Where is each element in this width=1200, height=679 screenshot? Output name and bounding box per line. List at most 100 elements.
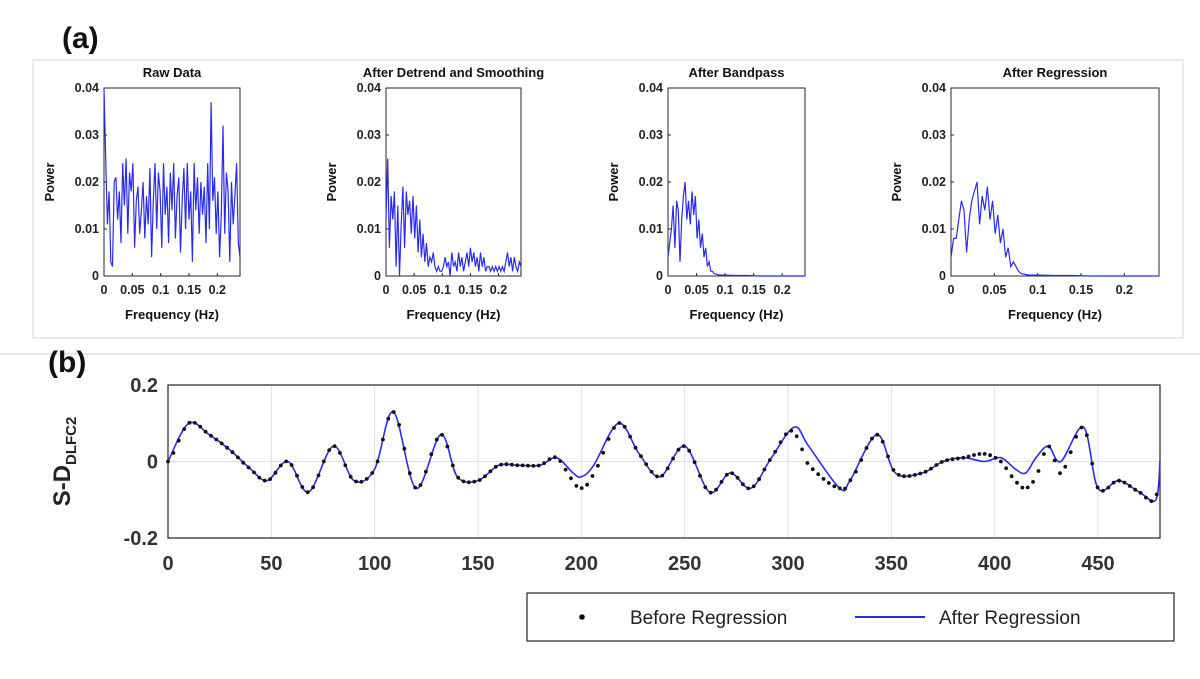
before-regression-point (950, 457, 955, 462)
before-regression-point (896, 473, 901, 477)
before-regression-point (805, 461, 810, 465)
x-tick-label: 0.1 (434, 283, 451, 297)
x-tick-label: 150 (461, 553, 494, 575)
before-regression-point (1004, 466, 1009, 471)
subplot-title: After Regression (1003, 65, 1108, 80)
before-regression-point (295, 473, 299, 478)
before-regression-point (407, 471, 412, 476)
y-tick-label: 0.02 (922, 175, 946, 189)
before-regression-point (708, 490, 713, 495)
x-tick-label: 0.05 (120, 283, 144, 297)
before-regression-point (569, 476, 573, 481)
before-regression-point (1138, 491, 1143, 495)
x-tick-label: 0.05 (402, 283, 426, 297)
panel-b-label: (b) (48, 346, 86, 379)
before-regression-point (886, 454, 890, 459)
y-tick-label: 0 (374, 269, 381, 283)
before-regression-point (816, 472, 821, 477)
before-regression-point (418, 483, 423, 487)
before-regression-point (724, 472, 729, 477)
x-tick-label: 0.15 (741, 283, 765, 297)
before-regression-point (1090, 461, 1095, 466)
before-regression-point (241, 460, 246, 465)
before-regression-point (1101, 488, 1105, 493)
before-regression-point (902, 474, 906, 479)
before-regression-point (246, 465, 251, 470)
before-regression-point (789, 428, 794, 433)
before-regression-point (913, 473, 917, 477)
before-regression-point (348, 474, 353, 479)
y-tick-label: 0.01 (75, 222, 99, 236)
before-regression-point (499, 462, 503, 467)
before-regression-point (907, 474, 912, 478)
before-regression-point (757, 477, 761, 482)
before-regression-point (364, 477, 369, 481)
before-regression-point (332, 444, 337, 449)
before-regression-point (1058, 471, 1062, 476)
y-tick-label: 0.04 (639, 81, 663, 95)
before-regression-point (988, 453, 992, 458)
before-regression-point (450, 463, 455, 468)
subplot-axes-box (950, 87, 1160, 277)
subplot-axes-box (667, 87, 806, 277)
before-regression-point (273, 470, 278, 475)
before-regression-point (1122, 480, 1127, 485)
panel-a-frame (32, 59, 1184, 339)
before-regression-point (784, 432, 788, 437)
before-regression-point (633, 445, 638, 450)
subplot-title: After Detrend and Smoothing (363, 65, 544, 80)
subplot-axes-box (385, 87, 522, 277)
before-regression-point (939, 460, 944, 464)
before-regression-point (821, 477, 826, 481)
before-regression-point (536, 463, 541, 468)
before-regression-point (268, 477, 272, 481)
before-regression-point (236, 455, 240, 460)
before-regression-point (1025, 485, 1030, 490)
y-tick-label: 0.04 (357, 81, 381, 95)
before-regression-point (316, 473, 321, 478)
before-regression-point (918, 471, 923, 476)
before-regression-point (203, 429, 208, 434)
y-tick-label: 0.03 (922, 128, 946, 142)
before-regression-point (810, 467, 815, 472)
before-regression-point (434, 437, 439, 442)
before-regression-point (1031, 480, 1035, 484)
before-regression-point (676, 447, 681, 452)
before-regression-point (671, 456, 675, 461)
x-tick-label: 0 (162, 553, 173, 575)
y-tick-label: -0.2 (124, 528, 158, 550)
x-tick-label: 0 (948, 283, 955, 297)
before-regression-point (176, 438, 181, 443)
before-regression-point (1084, 433, 1089, 438)
spectrum-subplot-4: 0 0.05 0.1 0.15 0.2 0 0.01 0.02 0.03 0.04 After Re… (889, 65, 1160, 322)
before-regression-point (429, 452, 434, 457)
before-regression-point (440, 433, 444, 437)
before-regression-point (1036, 469, 1041, 473)
legend: Before Regression After Regression (526, 592, 1175, 642)
before-regression-point (461, 479, 466, 484)
x-tick-label: 0.2 (490, 283, 507, 297)
before-regression-point (687, 448, 692, 453)
spectrum-subplot-1: 0 0.05 0.1 0.15 0.2 0 0.01 0.02 0.03 0.04 Raw Data… (42, 65, 241, 322)
y-tick-label: 0.03 (357, 128, 381, 142)
before-regression-point (547, 457, 552, 462)
before-regression-point (778, 440, 783, 445)
y-axis-label: Power (889, 162, 904, 201)
before-regression-point (977, 452, 982, 456)
x-axis-label: Frequency (Hz) (407, 307, 501, 322)
before-regression-point (601, 450, 606, 455)
series-before-regression-dots (166, 410, 1159, 503)
x-tick-label: 0 (665, 283, 672, 297)
y-axis-label: Power (42, 162, 57, 201)
series-after-regression-line (167, 410, 1161, 502)
before-regression-point (252, 470, 256, 475)
before-regression-point (590, 474, 595, 478)
before-regression-point (961, 455, 966, 460)
before-regression-point (343, 463, 348, 468)
before-regression-point (515, 463, 520, 468)
before-regression-point (794, 434, 799, 439)
before-regression-point (622, 424, 627, 429)
before-regression-point (504, 462, 509, 467)
